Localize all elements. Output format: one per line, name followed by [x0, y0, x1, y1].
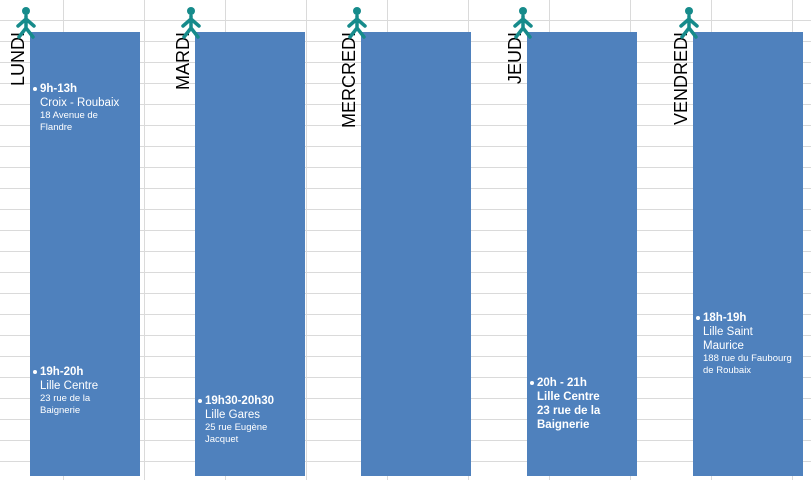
day-label: MERCREDI — [339, 32, 359, 129]
bullet — [33, 87, 37, 91]
session: 19h30-20h30 Lille Gares 25 rue Eugène Jacq… — [197, 394, 297, 446]
session-place: Lille Saint Maurice — [703, 326, 753, 352]
session-place: Lille Gares — [205, 409, 260, 421]
yoga-icon — [181, 7, 201, 39]
session: 20h - 21h Lille Centre 23 rue de la Baigne… — [529, 376, 629, 432]
session-address: 23 rue de la Baignerie — [537, 405, 601, 431]
session-time: 20h - 21h — [529, 376, 629, 390]
session: 18h-19h Lille Saint Maurice 188 rue du Fau… — [695, 311, 795, 377]
session-address: 25 rue Eugène Jacquet — [205, 422, 268, 445]
bullet — [33, 370, 37, 374]
session: 9h-13h Croix - Roubaix 18 Avenue de Flandr… — [32, 82, 132, 134]
session-address: 23 rue de la Baignerie — [40, 393, 91, 416]
session-address: 18 Avenue de Flandre — [40, 110, 98, 133]
session-place: Lille Centre — [40, 380, 99, 392]
day-column — [30, 32, 140, 476]
day-label: VENDREDI — [671, 32, 691, 126]
day-column — [527, 32, 637, 476]
bullet — [198, 399, 202, 403]
session-time: 9h-13h — [32, 82, 132, 96]
day-column — [693, 32, 803, 476]
yoga-icon — [679, 7, 699, 39]
day-column — [361, 32, 471, 476]
session-time: 19h30-20h30 — [197, 394, 297, 408]
day-label: LUNDI — [8, 32, 28, 87]
bullet — [696, 316, 700, 320]
day-label: MARDI — [173, 32, 193, 90]
session-time: 19h-20h — [32, 365, 132, 379]
session-place: Lille Centre — [537, 391, 600, 403]
day-column — [195, 32, 305, 476]
session-time: 18h-19h — [695, 311, 795, 325]
yoga-icon — [16, 7, 36, 39]
session-address: 188 rue du Faubourg de Roubaix — [703, 353, 792, 376]
session-place: Croix - Roubaix — [40, 97, 120, 109]
yoga-icon — [347, 7, 367, 39]
bullet — [530, 381, 534, 385]
session: 19h-20h Lille Centre 23 rue de la Baigneri… — [32, 365, 132, 417]
yoga-icon — [513, 7, 533, 39]
